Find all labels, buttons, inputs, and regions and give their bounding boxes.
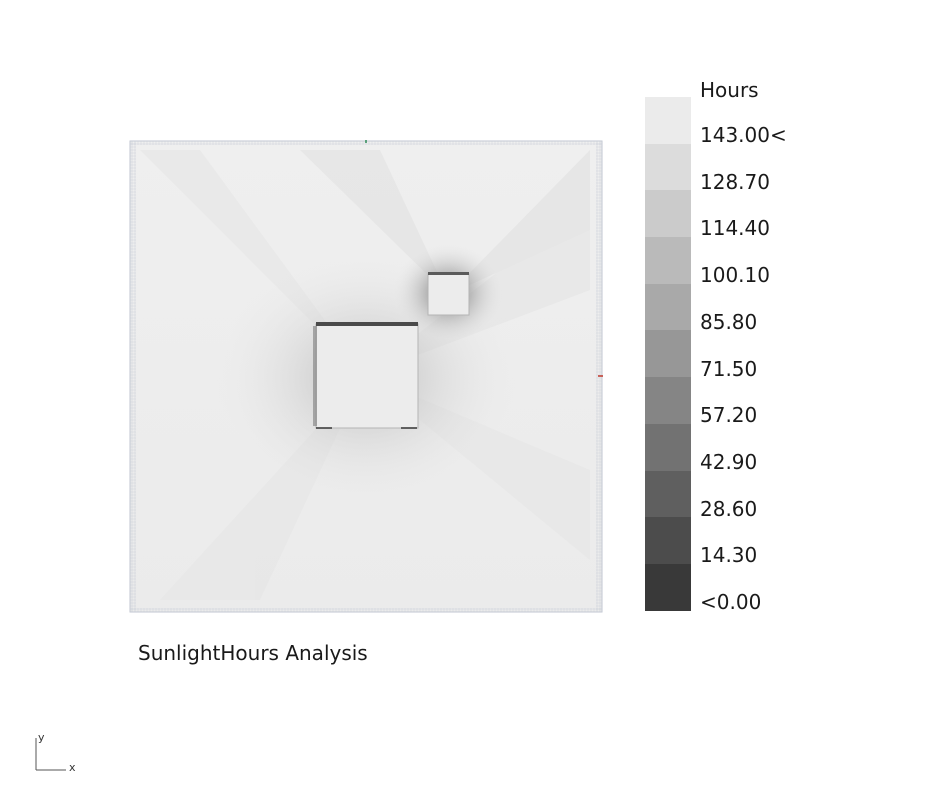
legend-swatch [645,190,691,238]
large-building[interactable] [313,322,419,429]
legend-label: 100.10 [700,263,770,288]
legend-label: <0.00 [700,590,762,614]
legend-label: 71.50 [700,356,758,381]
legend-label: 42.90 [700,449,758,474]
legend-swatch [645,563,691,611]
analysis-caption: SunlightHours Analysis [138,641,368,665]
legend-swatch [645,377,691,424]
legend-swatch [645,470,691,518]
legend-swatch [645,283,691,331]
legend-title: Hours [700,78,759,102]
legend-label: 85.80 [700,309,758,334]
axis-widget: y x [30,730,80,775]
legend-label: 14.30 [700,543,758,568]
legend-swatch [645,423,691,471]
axis-x-label: x [69,761,76,774]
legend-swatch [645,330,691,378]
legend-swatch [645,143,691,191]
legend-label: 28.60 [700,496,758,521]
legend-label: 114.40 [700,216,770,241]
axis-y-label: y [38,731,45,744]
small-building[interactable] [427,272,470,316]
legend-swatch [645,237,691,284]
legend-swatch [645,517,691,564]
axis-lines-icon [35,738,66,771]
legend-label: 57.20 [700,403,758,428]
legend-label: 143.00< [700,123,787,147]
legend-color-bar [645,97,691,611]
legend-label: 128.70 [700,169,770,194]
legend-swatch [645,97,691,144]
